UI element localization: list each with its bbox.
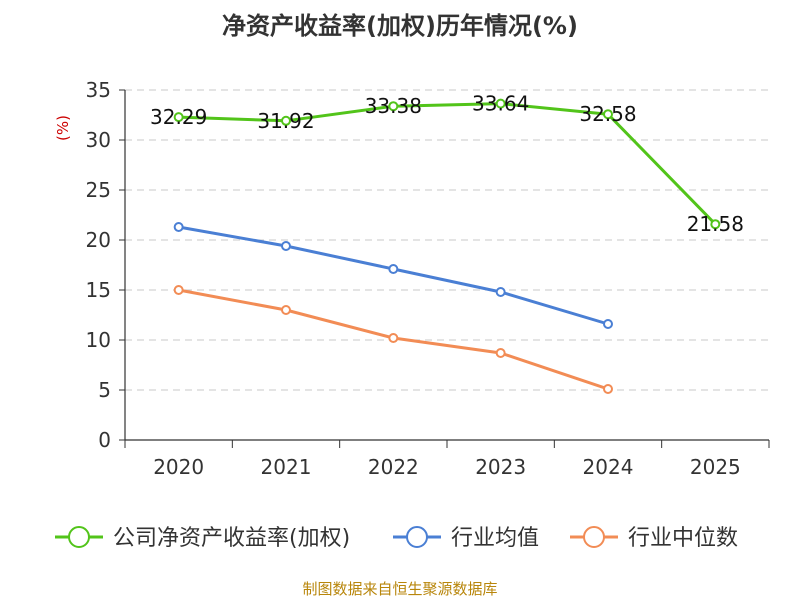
data-point: [173, 222, 184, 232]
legend-label: 公司净资产收益率(加权): [113, 526, 350, 551]
data-point: [603, 319, 613, 329]
y-axis-label: (%): [54, 115, 72, 141]
data-point: [388, 264, 399, 274]
data-label: 21.58: [687, 212, 744, 236]
legend-label: 行业中位数: [628, 526, 738, 551]
y-tick-label: 10: [86, 328, 111, 352]
data-point: [603, 384, 613, 394]
y-tick-label: 0: [98, 428, 111, 452]
legend-marker-icon: [583, 526, 605, 548]
legend-marker-icon: [68, 526, 90, 548]
data-label: 31.92: [257, 109, 314, 133]
legend-item-1[interactable]: 公司净资产收益率(加权): [55, 526, 350, 551]
data-label: 33.64: [472, 92, 529, 116]
data-point: [281, 241, 291, 251]
data-point: [388, 101, 399, 112]
legend-item-3[interactable]: 行业中位数: [570, 526, 738, 551]
y-tick-label: 35: [86, 78, 111, 102]
y-tick-label: 20: [86, 228, 111, 252]
data-point: [388, 333, 399, 343]
data-label: 33.38: [365, 94, 422, 118]
series-line-2: [178, 225, 609, 326]
data-label: 32.29: [150, 105, 207, 129]
data-point: [495, 98, 506, 109]
series-layer: [173, 98, 721, 394]
data-point: [603, 109, 613, 120]
data-point: [495, 348, 506, 358]
x-tick-label: 2023: [475, 455, 526, 479]
chart-title: 净资产收益率(加权)历年情况(%): [222, 12, 578, 40]
y-tick-label: 25: [86, 178, 111, 202]
data-label: 32.58: [579, 102, 636, 126]
data-point: [173, 285, 184, 295]
legend-marker-icon: [406, 526, 428, 548]
data-point: [710, 219, 721, 230]
data-point: [495, 287, 506, 297]
legend-label: 行业均值: [451, 526, 539, 551]
source-note: 制图数据来自恒生聚源数据库: [302, 580, 498, 598]
data-point: [281, 115, 291, 126]
series-line-1: [178, 102, 717, 226]
y-tick-label: 30: [86, 128, 111, 152]
data-point: [173, 112, 184, 123]
x-tick-label: 2021: [261, 455, 312, 479]
x-tick-label: 2024: [583, 455, 634, 479]
y-tick-label: 5: [98, 378, 111, 402]
y-tick-label: 15: [86, 278, 111, 302]
x-tick-label: 2025: [690, 455, 741, 479]
data-point: [281, 305, 291, 315]
label-layer: 32.29 31.92 33.38 33.64 32.58 21.58: [150, 92, 744, 237]
legend[interactable]: 公司净资产收益率(加权) 行业均值 行业中位数: [55, 526, 738, 551]
legend-item-2[interactable]: 行业均值: [393, 526, 539, 551]
x-tick-label: 2022: [368, 455, 419, 479]
x-tick-label: 2020: [153, 455, 204, 479]
